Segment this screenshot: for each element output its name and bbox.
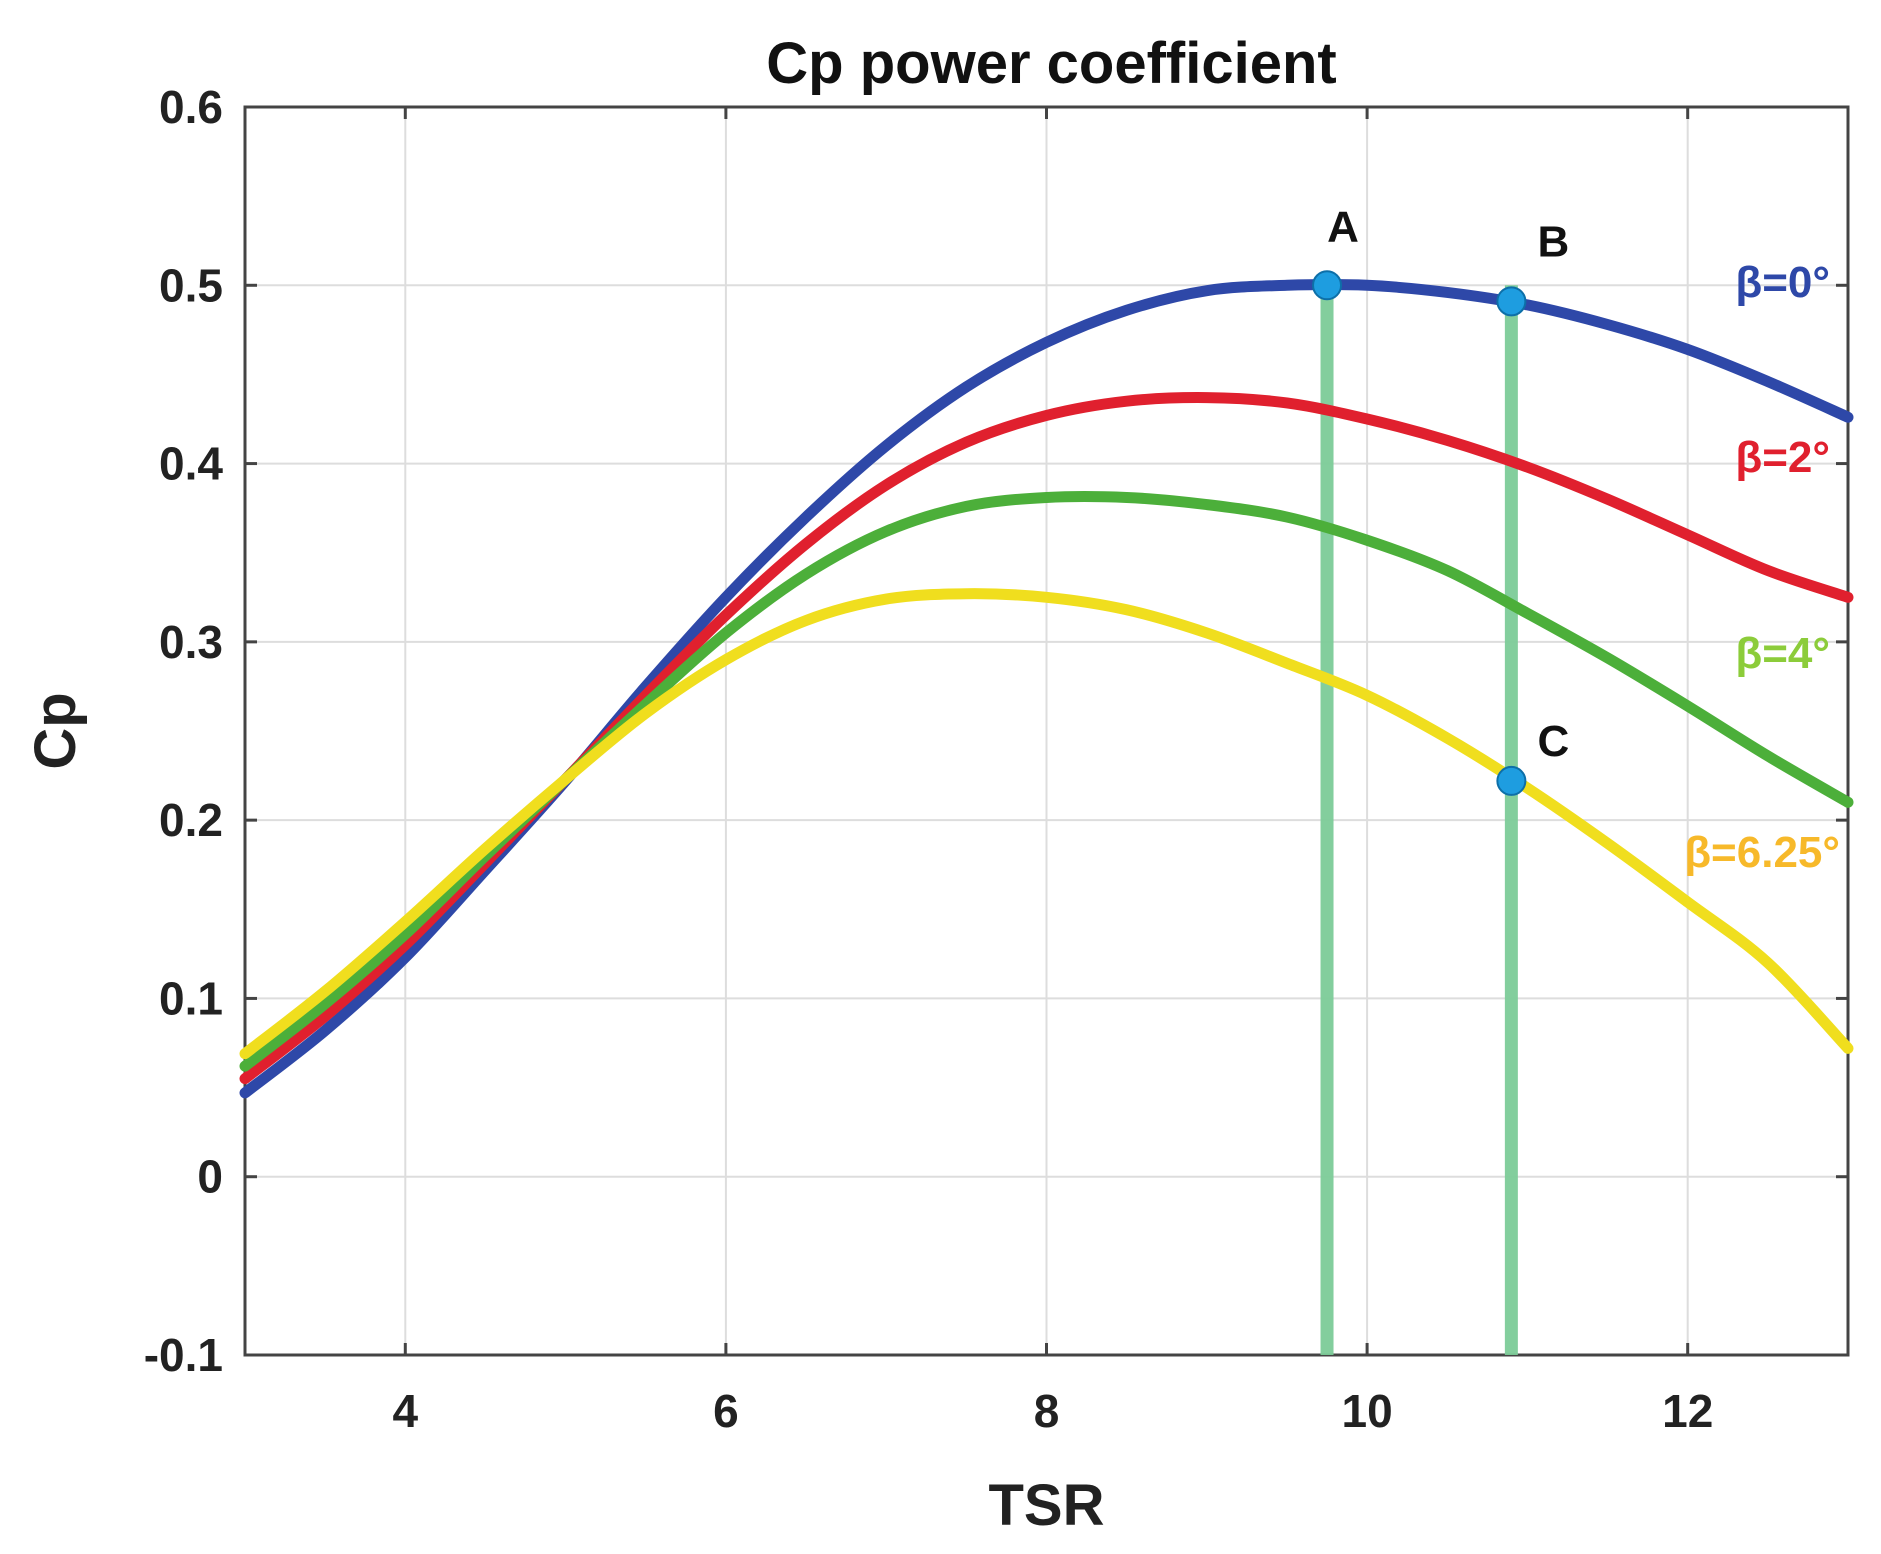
- x-tick-label: 12: [1662, 1385, 1713, 1437]
- series-label-1: β=2°: [1735, 433, 1830, 482]
- series-label-2: β=4°: [1735, 629, 1830, 678]
- axis-ticks: 4 6 8 10 12 -0.1 0 0.1 0.2 0.3 0.4 0.5 0.6: [144, 81, 1848, 1437]
- y-tick-label: 0.6: [159, 81, 223, 133]
- x-tick-label: 6: [713, 1385, 739, 1437]
- point-B: [1496, 286, 1527, 317]
- series-line-3: [239, 588, 1854, 1060]
- x-tick-label: 8: [1034, 1385, 1060, 1437]
- y-tick-label: 0.4: [159, 438, 223, 490]
- series-label-3: β=6.25°: [1684, 828, 1840, 877]
- series-label-0: β=0°: [1735, 258, 1830, 307]
- y-tick-label: 0.1: [159, 972, 223, 1024]
- point-C: [1496, 765, 1527, 796]
- x-tick-label: 10: [1342, 1385, 1393, 1437]
- x-tick-label: 4: [393, 1385, 419, 1437]
- point-label-A: A: [1327, 202, 1359, 251]
- point-label-C: C: [1537, 717, 1569, 766]
- chart-title: Cp power coefficient: [766, 31, 1336, 96]
- y-tick-label: 0: [197, 1151, 223, 1203]
- series-labels: β=0° β=2° β=4° β=6.25°: [1684, 258, 1840, 877]
- x-axis-title: TSR: [989, 1473, 1105, 1538]
- marker-points: A B C: [1312, 202, 1569, 796]
- point-label-B: B: [1537, 217, 1569, 266]
- y-axis-title: Cp: [23, 692, 88, 769]
- grid: [245, 106, 1848, 1356]
- y-tick-label: -0.1: [144, 1329, 223, 1381]
- y-tick-label: 0.3: [159, 616, 223, 668]
- series-lines: [239, 279, 1854, 1099]
- point-A: [1312, 270, 1343, 301]
- y-tick-label: 0.5: [159, 259, 223, 311]
- y-tick-label: 0.2: [159, 794, 223, 846]
